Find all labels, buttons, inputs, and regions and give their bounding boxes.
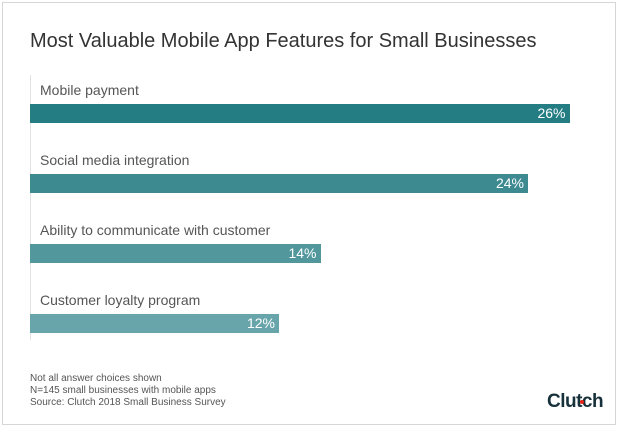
data-label: 14% — [288, 245, 317, 261]
category-label: Customer loyalty program — [40, 292, 201, 308]
data-label: 24% — [495, 175, 524, 191]
data-label: 12% — [246, 315, 275, 331]
category-label: Mobile payment — [40, 82, 139, 98]
category-label: Ability to communicate with customer — [40, 222, 271, 238]
category-label: Social media integration — [40, 152, 190, 168]
note-1: Not all answer choices shown — [30, 373, 162, 384]
note-2: N=145 small businesses with mobile apps — [30, 385, 216, 396]
y-axis-line — [30, 75, 31, 340]
chart-title: Most Valuable Mobile App Features for Sm… — [30, 30, 537, 52]
note-source: Source: Clutch 2018 Small Business Surve… — [30, 397, 226, 408]
clutch-logo: Clutch — [547, 391, 604, 413]
data-label: 26% — [537, 105, 566, 121]
bar: 12% — [30, 314, 279, 333]
bar: 24% — [30, 174, 528, 193]
bar: 26% — [30, 104, 570, 123]
logo-dot — [580, 400, 584, 404]
logo-text: Clutch — [547, 391, 604, 412]
chart-frame — [2, 2, 616, 425]
bar: 14% — [30, 244, 321, 263]
